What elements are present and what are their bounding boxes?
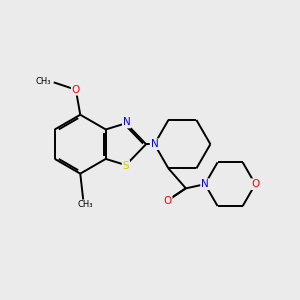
Text: CH₃: CH₃ [77, 200, 92, 209]
Text: N: N [201, 179, 209, 189]
Text: S: S [123, 161, 129, 171]
Text: O: O [72, 85, 80, 95]
Text: O: O [251, 179, 260, 189]
Text: O: O [164, 196, 172, 206]
Text: N: N [151, 139, 158, 149]
Text: CH₃: CH₃ [35, 77, 51, 86]
Text: N: N [123, 118, 130, 128]
